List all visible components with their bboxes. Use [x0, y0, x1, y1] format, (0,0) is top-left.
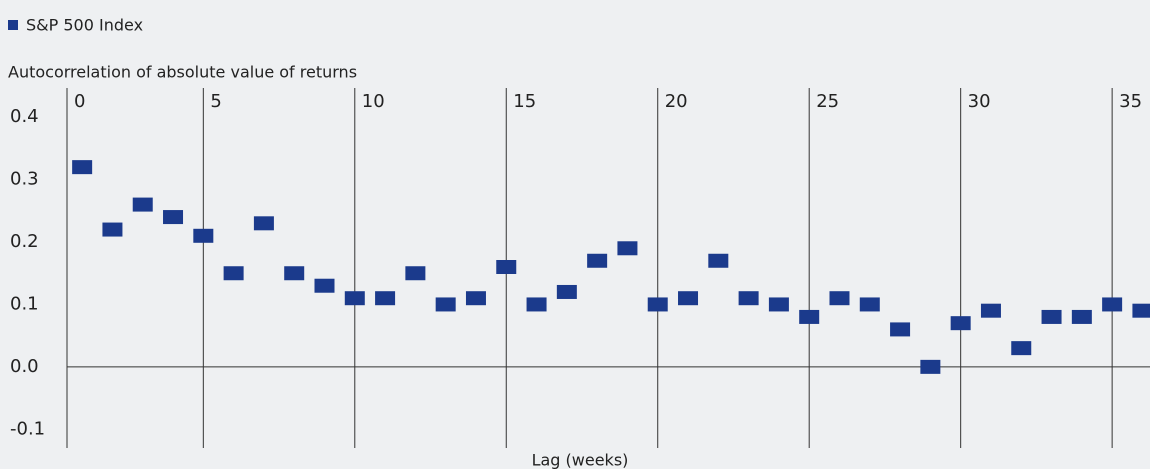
y-tick-label: 0.1 [10, 293, 39, 314]
point [253, 216, 274, 231]
point [163, 210, 184, 225]
point [587, 253, 608, 268]
point [526, 297, 547, 312]
point [435, 297, 456, 312]
point [1132, 303, 1150, 318]
point [1071, 309, 1092, 324]
point [678, 291, 699, 306]
point [1011, 341, 1032, 356]
x-tick-label: 0 [74, 91, 85, 112]
point [556, 284, 577, 299]
point [920, 359, 941, 374]
point [738, 291, 759, 306]
legend-label: S&P 500 Index [26, 16, 143, 35]
x-tick-label: 5 [210, 91, 221, 112]
legend-swatch [8, 20, 18, 30]
point [647, 297, 668, 312]
x-tick-label: 25 [816, 91, 839, 112]
point [193, 228, 214, 243]
point [859, 297, 880, 312]
x-tick-label: 20 [665, 91, 688, 112]
point [768, 297, 789, 312]
point [344, 291, 365, 306]
y-tick-label: 0.4 [10, 106, 39, 127]
y-tick-label: 0.0 [10, 356, 39, 377]
x-tick-label: 30 [968, 91, 991, 112]
point [496, 260, 517, 274]
point [1102, 297, 1123, 312]
point [950, 316, 971, 331]
y-axis-label: Autocorrelation of absolute value of ret… [8, 63, 357, 82]
point [132, 197, 153, 212]
point [72, 160, 93, 175]
point [405, 266, 426, 281]
point [708, 253, 729, 268]
y-tick-label: -0.1 [10, 418, 45, 439]
point [102, 222, 123, 237]
point [284, 266, 305, 281]
y-tick-label: 0.2 [10, 231, 39, 252]
point [314, 278, 335, 293]
x-tick-label: 35 [1119, 91, 1142, 112]
x-tick-label: 15 [513, 91, 536, 112]
point [890, 322, 911, 337]
point [1041, 309, 1062, 324]
point [980, 303, 1001, 318]
point [375, 291, 396, 306]
point [799, 309, 820, 324]
point [617, 241, 638, 256]
point [223, 266, 244, 281]
point [829, 291, 850, 306]
x-axis-label: Lag (weeks) [532, 451, 629, 469]
x-tick-label: 10 [362, 91, 385, 112]
y-tick-label: 0.3 [10, 169, 39, 190]
point [465, 291, 486, 306]
